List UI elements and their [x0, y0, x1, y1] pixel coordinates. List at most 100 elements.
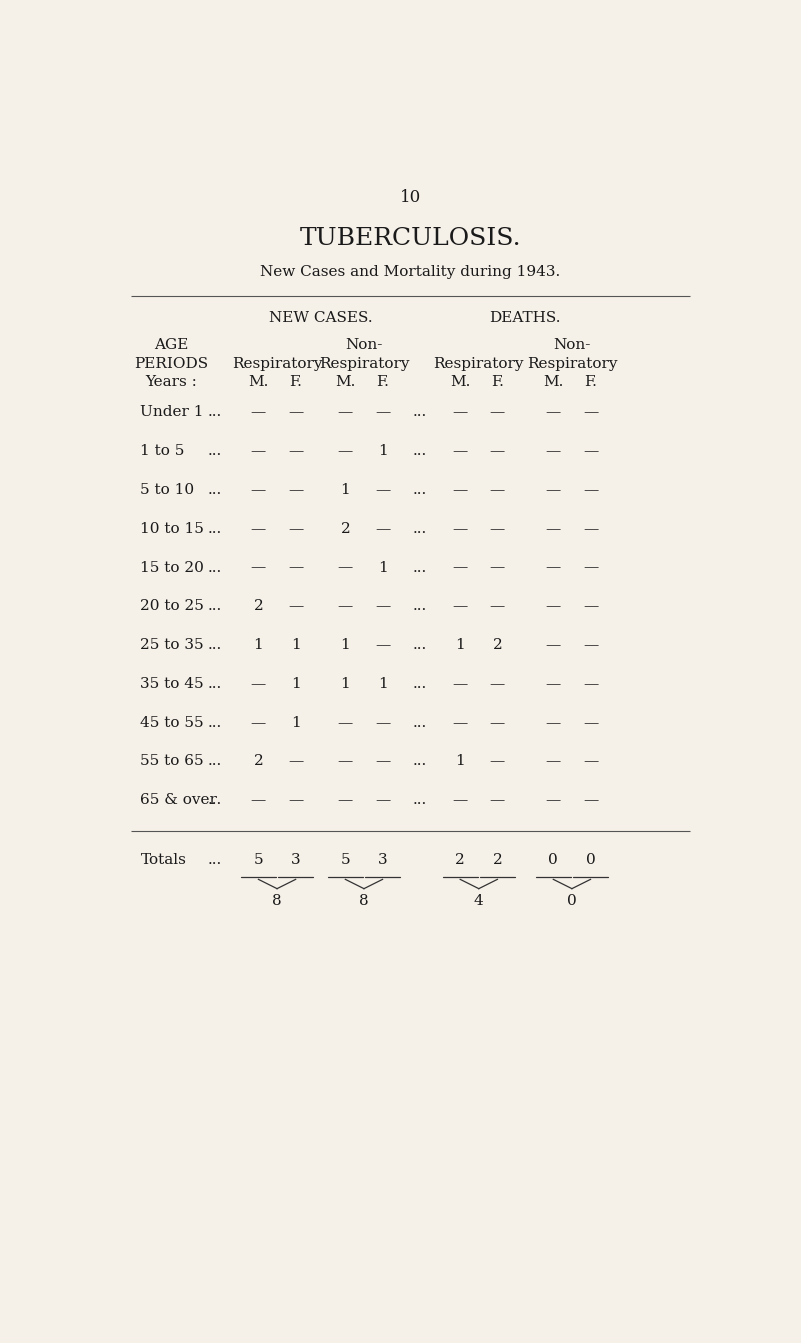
- Text: 1 to 5: 1 to 5: [140, 445, 185, 458]
- Text: —: —: [251, 483, 266, 497]
- Text: ...: ...: [413, 483, 427, 497]
- Text: —: —: [583, 406, 598, 419]
- Text: —: —: [453, 794, 468, 807]
- Text: —: —: [489, 445, 505, 458]
- Text: 2: 2: [254, 599, 264, 614]
- Text: ...: ...: [207, 560, 222, 575]
- Text: 1: 1: [340, 677, 350, 690]
- Text: 55 to 65: 55 to 65: [140, 755, 204, 768]
- Text: 5 to 10: 5 to 10: [140, 483, 195, 497]
- Text: 20 to 25: 20 to 25: [140, 599, 204, 614]
- Text: —: —: [251, 406, 266, 419]
- Text: DEATHS.: DEATHS.: [489, 312, 562, 325]
- Text: —: —: [338, 794, 353, 807]
- Text: 65 & over: 65 & over: [140, 794, 217, 807]
- Text: —: —: [453, 677, 468, 690]
- Text: Respiratory: Respiratory: [319, 357, 409, 371]
- Text: 2: 2: [254, 755, 264, 768]
- Text: 2: 2: [455, 853, 465, 866]
- Text: —: —: [288, 522, 304, 536]
- Text: 5: 5: [340, 853, 350, 866]
- Text: M.: M.: [543, 376, 563, 389]
- Text: Under 1: Under 1: [140, 406, 204, 419]
- Text: —: —: [545, 445, 561, 458]
- Text: M.: M.: [450, 376, 470, 389]
- Text: —: —: [375, 794, 390, 807]
- Text: —: —: [545, 677, 561, 690]
- Text: —: —: [375, 522, 390, 536]
- Text: —: —: [545, 716, 561, 729]
- Text: 1: 1: [254, 638, 264, 653]
- Text: ...: ...: [207, 755, 222, 768]
- Text: F.: F.: [584, 376, 597, 389]
- Text: —: —: [489, 755, 505, 768]
- Text: —: —: [288, 445, 304, 458]
- Text: ...: ...: [207, 445, 222, 458]
- Text: 2: 2: [493, 853, 502, 866]
- Text: —: —: [583, 560, 598, 575]
- Text: New Cases and Mortality during 1943.: New Cases and Mortality during 1943.: [260, 265, 561, 279]
- Text: —: —: [545, 599, 561, 614]
- Text: —: —: [489, 406, 505, 419]
- Text: Respiratory: Respiratory: [433, 357, 524, 371]
- Text: 25 to 35: 25 to 35: [140, 638, 204, 653]
- Text: —: —: [288, 483, 304, 497]
- Text: —: —: [251, 445, 266, 458]
- Text: Respiratory: Respiratory: [231, 357, 322, 371]
- Text: —: —: [545, 794, 561, 807]
- Text: —: —: [489, 483, 505, 497]
- Text: —: —: [583, 483, 598, 497]
- Text: —: —: [453, 522, 468, 536]
- Text: —: —: [251, 677, 266, 690]
- Text: —: —: [288, 406, 304, 419]
- Text: ...: ...: [413, 445, 427, 458]
- Text: —: —: [375, 483, 390, 497]
- Text: —: —: [453, 716, 468, 729]
- Text: —: —: [489, 522, 505, 536]
- Text: 0: 0: [586, 853, 595, 866]
- Text: 1: 1: [455, 755, 465, 768]
- Text: ...: ...: [413, 560, 427, 575]
- Text: ...: ...: [413, 522, 427, 536]
- Text: Respiratory: Respiratory: [527, 357, 617, 371]
- Text: —: —: [545, 522, 561, 536]
- Text: ...: ...: [413, 755, 427, 768]
- Text: —: —: [338, 445, 353, 458]
- Text: M.: M.: [248, 376, 268, 389]
- Text: ...: ...: [207, 716, 222, 729]
- Text: —: —: [489, 599, 505, 614]
- Text: 1: 1: [291, 716, 300, 729]
- Text: —: —: [583, 445, 598, 458]
- Text: —: —: [375, 599, 390, 614]
- Text: —: —: [375, 638, 390, 653]
- Text: 45 to 55: 45 to 55: [140, 716, 204, 729]
- Text: 1: 1: [455, 638, 465, 653]
- Text: —: —: [251, 716, 266, 729]
- Text: —: —: [288, 755, 304, 768]
- Text: —: —: [338, 599, 353, 614]
- Text: 8: 8: [272, 894, 282, 908]
- Text: —: —: [545, 406, 561, 419]
- Text: 1: 1: [291, 638, 300, 653]
- Text: ...: ...: [413, 677, 427, 690]
- Text: ...: ...: [207, 853, 222, 866]
- Text: F.: F.: [376, 376, 389, 389]
- Text: 1: 1: [378, 560, 388, 575]
- Text: Non-: Non-: [553, 338, 590, 352]
- Text: —: —: [489, 794, 505, 807]
- Text: —: —: [453, 560, 468, 575]
- Text: ...: ...: [413, 638, 427, 653]
- Text: —: —: [545, 483, 561, 497]
- Text: F.: F.: [289, 376, 302, 389]
- Text: —: —: [288, 794, 304, 807]
- Text: —: —: [453, 483, 468, 497]
- Text: F.: F.: [491, 376, 504, 389]
- Text: —: —: [375, 716, 390, 729]
- Text: —: —: [338, 560, 353, 575]
- Text: Totals: Totals: [140, 853, 187, 866]
- Text: 8: 8: [359, 894, 368, 908]
- Text: —: —: [338, 406, 353, 419]
- Text: —: —: [251, 522, 266, 536]
- Text: 1: 1: [291, 677, 300, 690]
- Text: —: —: [251, 794, 266, 807]
